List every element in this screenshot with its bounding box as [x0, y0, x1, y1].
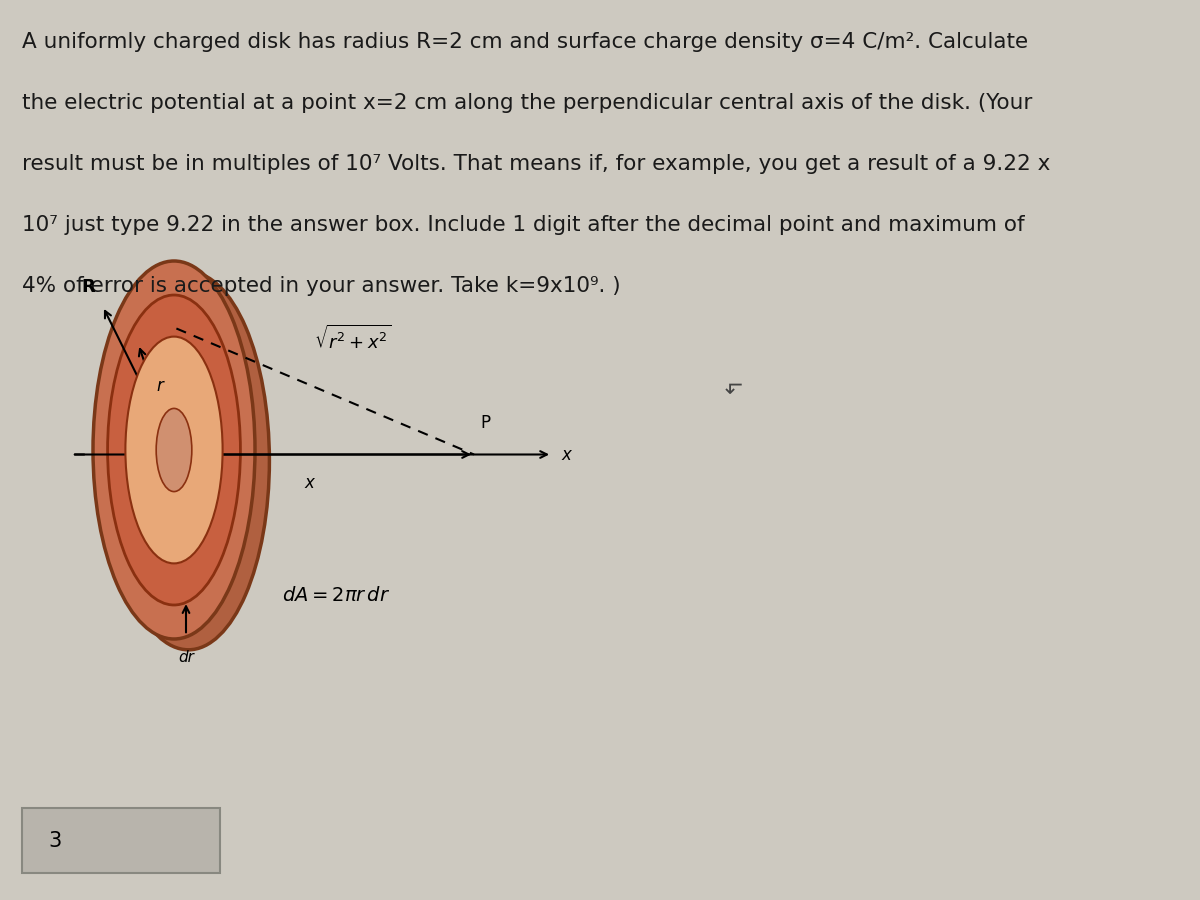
Ellipse shape — [156, 409, 192, 491]
Text: ↳: ↳ — [716, 382, 736, 400]
Ellipse shape — [108, 272, 269, 650]
Ellipse shape — [126, 337, 223, 563]
Text: x: x — [562, 446, 571, 464]
FancyBboxPatch shape — [22, 808, 220, 873]
Text: A uniformly charged disk has radius R=2 cm and surface charge density σ=4 C/m². : A uniformly charged disk has radius R=2 … — [22, 32, 1027, 51]
Text: dr: dr — [178, 651, 194, 665]
Text: r: r — [156, 377, 163, 395]
Text: result must be in multiples of 10⁷ Volts. That means if, for example, you get a : result must be in multiples of 10⁷ Volts… — [22, 154, 1050, 174]
Text: 4% of error is accepted in your answer. Take k=9x10⁹. ): 4% of error is accepted in your answer. … — [22, 276, 620, 296]
Text: x: x — [304, 474, 314, 492]
Text: P: P — [480, 414, 490, 432]
Text: $dA = 2\pi r\, dr$: $dA = 2\pi r\, dr$ — [282, 586, 390, 605]
Ellipse shape — [108, 295, 240, 605]
Text: R: R — [82, 277, 95, 295]
Text: 3: 3 — [48, 831, 61, 850]
Text: $\sqrt{r^2+x^2}$: $\sqrt{r^2+x^2}$ — [313, 324, 391, 353]
Text: 10⁷ just type 9.22 in the answer box. Include 1 digit after the decimal point an: 10⁷ just type 9.22 in the answer box. In… — [22, 215, 1025, 235]
Ellipse shape — [94, 261, 256, 639]
Text: the electric potential at a point x=2 cm along the perpendicular central axis of: the electric potential at a point x=2 cm… — [22, 93, 1032, 112]
